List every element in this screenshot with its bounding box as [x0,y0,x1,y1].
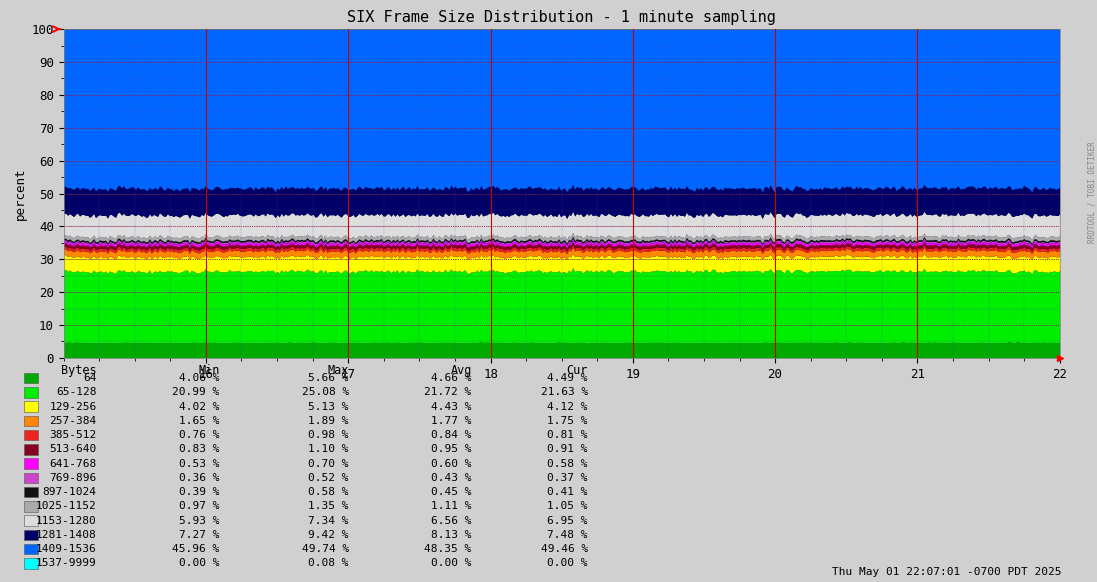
Text: 769-896: 769-896 [49,473,97,483]
Text: 0.00 %: 0.00 % [431,558,472,569]
Text: Bytes: Bytes [61,364,97,377]
Text: Cur: Cur [567,364,588,377]
Text: 7.27 %: 7.27 % [179,530,219,540]
Text: 0.58 %: 0.58 % [547,459,588,469]
Text: 0.81 %: 0.81 % [547,430,588,440]
Text: 0.98 %: 0.98 % [308,430,349,440]
Text: Avg: Avg [451,364,472,377]
Text: 0.76 %: 0.76 % [179,430,219,440]
Text: 4.43 %: 4.43 % [431,402,472,411]
Text: 0.53 %: 0.53 % [179,459,219,469]
Text: 1281-1408: 1281-1408 [36,530,97,540]
Text: 0.00 %: 0.00 % [179,558,219,569]
Text: 0.60 %: 0.60 % [431,459,472,469]
Text: 897-1024: 897-1024 [43,487,97,497]
Text: 6.95 %: 6.95 % [547,516,588,526]
Text: Max: Max [328,364,349,377]
Text: 9.42 %: 9.42 % [308,530,349,540]
Text: 1.10 %: 1.10 % [308,444,349,455]
Text: 1.11 %: 1.11 % [431,501,472,512]
Y-axis label: percent: percent [14,167,27,220]
Text: 1153-1280: 1153-1280 [36,516,97,526]
Text: 0.43 %: 0.43 % [431,473,472,483]
Text: 1025-1152: 1025-1152 [36,501,97,512]
Text: 513-640: 513-640 [49,444,97,455]
Text: 0.08 %: 0.08 % [308,558,349,569]
Text: 1.05 %: 1.05 % [547,501,588,512]
Title: SIX Frame Size Distribution - 1 minute sampling: SIX Frame Size Distribution - 1 minute s… [348,10,776,25]
Text: 25.08 %: 25.08 % [302,387,349,398]
Text: 4.12 %: 4.12 % [547,402,588,411]
Text: 4.49 %: 4.49 % [547,373,588,383]
Text: 0.45 %: 0.45 % [431,487,472,497]
Text: 5.13 %: 5.13 % [308,402,349,411]
Text: 0.70 %: 0.70 % [308,459,349,469]
Text: 64: 64 [83,373,97,383]
Text: Thu May 01 22:07:01 -0700 PDT 2025: Thu May 01 22:07:01 -0700 PDT 2025 [833,567,1062,577]
Text: 257-384: 257-384 [49,416,97,426]
Text: 48.35 %: 48.35 % [425,544,472,554]
Text: 7.48 %: 7.48 % [547,530,588,540]
Text: 0.37 %: 0.37 % [547,473,588,483]
Text: 0.58 %: 0.58 % [308,487,349,497]
Text: 45.96 %: 45.96 % [172,544,219,554]
Text: 5.93 %: 5.93 % [179,516,219,526]
Text: 21.63 %: 21.63 % [541,387,588,398]
Text: 49.74 %: 49.74 % [302,544,349,554]
Text: 0.36 %: 0.36 % [179,473,219,483]
Text: 1537-9999: 1537-9999 [36,558,97,569]
Text: Min: Min [199,364,219,377]
Text: 1.35 %: 1.35 % [308,501,349,512]
Text: 6.56 %: 6.56 % [431,516,472,526]
Text: 7.34 %: 7.34 % [308,516,349,526]
Text: 0.97 %: 0.97 % [179,501,219,512]
Text: 1.65 %: 1.65 % [179,416,219,426]
Text: 4.02 %: 4.02 % [179,402,219,411]
Text: 65-128: 65-128 [56,387,97,398]
Text: 1.77 %: 1.77 % [431,416,472,426]
Text: 5.66 %: 5.66 % [308,373,349,383]
Text: 8.13 %: 8.13 % [431,530,472,540]
Text: 1.75 %: 1.75 % [547,416,588,426]
Text: 0.95 %: 0.95 % [431,444,472,455]
Text: 1409-1536: 1409-1536 [36,544,97,554]
Text: 20.99 %: 20.99 % [172,387,219,398]
Text: 0.00 %: 0.00 % [547,558,588,569]
Text: 21.72 %: 21.72 % [425,387,472,398]
Text: 0.52 %: 0.52 % [308,473,349,483]
Text: 641-768: 641-768 [49,459,97,469]
Text: 4.06 %: 4.06 % [179,373,219,383]
Text: 4.66 %: 4.66 % [431,373,472,383]
Text: 0.41 %: 0.41 % [547,487,588,497]
Text: 0.91 %: 0.91 % [547,444,588,455]
Text: 49.46 %: 49.46 % [541,544,588,554]
Text: 0.83 %: 0.83 % [179,444,219,455]
Text: RRDTOOL / TOBI OETIKER: RRDTOOL / TOBI OETIKER [1087,141,1096,243]
Text: 129-256: 129-256 [49,402,97,411]
Text: 0.39 %: 0.39 % [179,487,219,497]
Text: 1.89 %: 1.89 % [308,416,349,426]
Text: 385-512: 385-512 [49,430,97,440]
Text: 0.84 %: 0.84 % [431,430,472,440]
